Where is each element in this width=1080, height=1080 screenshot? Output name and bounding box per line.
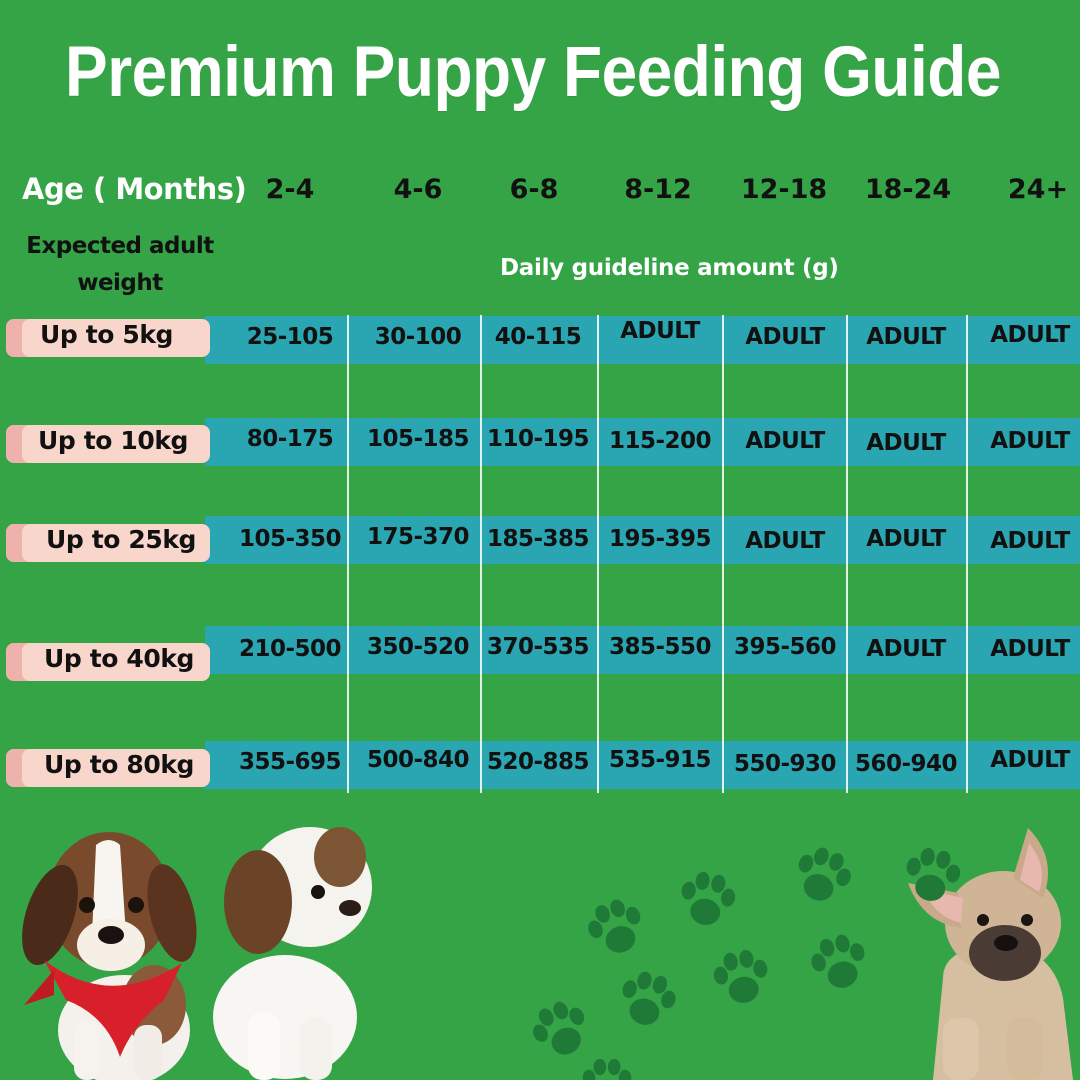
amount-cell: ADULT <box>990 747 1070 773</box>
shih-tzu-puppy-illustration <box>213 827 372 1080</box>
age-header-2: 6-8 <box>509 174 559 205</box>
amount-cell: ADULT <box>745 324 825 350</box>
column-divider <box>480 315 482 793</box>
amount-cell: ADULT <box>866 430 946 456</box>
amount-cell: ADULT <box>866 636 946 662</box>
row-band <box>205 418 1080 466</box>
amount-cell: 210-500 <box>238 636 342 662</box>
amount-cell: 520-885 <box>486 749 590 775</box>
amount-cell: ADULT <box>990 528 1070 554</box>
weight-row-label: Up to 25kg <box>46 525 197 554</box>
paw-print-icon <box>798 847 851 901</box>
weight-label-tab <box>6 319 210 357</box>
column-divider <box>722 315 724 793</box>
amount-cell: 105-185 <box>366 426 470 452</box>
age-header-5: 18-24 <box>864 174 952 205</box>
amount-cell: 550-930 <box>733 751 837 777</box>
paw-print-icon <box>533 1001 585 1055</box>
daily-amount-label: Daily guideline amount (g) <box>500 255 839 281</box>
amount-cell: ADULT <box>990 428 1070 454</box>
amount-cell: ADULT <box>866 324 946 350</box>
amount-cell: ADULT <box>745 528 825 554</box>
row-band <box>205 741 1080 789</box>
paw-print-icon <box>906 847 961 901</box>
amount-cell: 105-350 <box>238 526 342 552</box>
amount-cell: 355-695 <box>238 749 342 775</box>
paw-print-icon <box>811 934 865 988</box>
column-divider <box>846 315 848 793</box>
weight-label-tab <box>6 643 210 681</box>
age-header-1: 4-6 <box>393 174 443 205</box>
weight-label-tab <box>6 425 210 463</box>
amount-cell: ADULT <box>990 636 1070 662</box>
beagle-puppy-illustration <box>22 832 197 1080</box>
amount-cell: 500-840 <box>366 747 470 773</box>
french-bulldog-puppy-illustration <box>908 828 1073 1080</box>
amount-cell: 40-115 <box>494 324 582 350</box>
paw-print-icon <box>582 1058 632 1080</box>
amount-cell: ADULT <box>866 526 946 552</box>
amount-cell: ADULT <box>745 428 825 454</box>
row-band <box>205 626 1080 674</box>
paw-print-icon <box>622 971 676 1025</box>
weight-row-label: Up to 5kg <box>40 320 174 349</box>
column-divider <box>347 315 349 793</box>
amount-cell: 25-105 <box>246 324 334 350</box>
weight-label-tab <box>6 524 210 562</box>
amount-cell: 370-535 <box>486 634 590 660</box>
paw-print-icon <box>588 899 641 953</box>
weight-row-label: Up to 80kg <box>44 750 195 779</box>
amount-cell: 185-385 <box>486 526 590 552</box>
amount-cell: 535-915 <box>608 747 712 773</box>
column-divider <box>966 315 968 793</box>
expected-weight-label: Expected adult weight <box>26 233 214 296</box>
amount-cell: 385-550 <box>608 634 712 660</box>
amount-cell: ADULT <box>620 318 700 344</box>
amount-cell: 80-175 <box>246 426 334 452</box>
age-header-0: 2-4 <box>265 174 315 205</box>
amount-cell: ADULT <box>990 322 1070 348</box>
amount-cell: 115-200 <box>608 428 712 454</box>
row-band <box>205 316 1080 364</box>
paw-print-icon <box>713 949 768 1003</box>
amount-cell: 30-100 <box>374 324 462 350</box>
amount-cell: 175-370 <box>366 524 470 550</box>
amount-cell: 110-195 <box>486 426 590 452</box>
amount-cell: 195-395 <box>608 526 712 552</box>
weight-row-label: Up to 10kg <box>38 426 189 455</box>
amount-cell: 395-560 <box>733 634 837 660</box>
age-months-label: Age ( Months) <box>22 172 247 206</box>
amount-cell: 560-940 <box>854 751 958 777</box>
weight-row-label: Up to 40kg <box>44 644 195 673</box>
weight-label-tab <box>6 749 210 787</box>
age-header-4: 12-18 <box>740 174 828 205</box>
column-divider <box>597 315 599 793</box>
age-header-6: 24+ <box>1007 174 1069 205</box>
page-title: Premium Puppy Feeding Guide <box>65 31 1001 112</box>
paw-print-icon <box>681 871 736 925</box>
row-band <box>205 516 1080 564</box>
amount-cell: 350-520 <box>366 634 470 660</box>
age-header-3: 8-12 <box>624 174 692 205</box>
